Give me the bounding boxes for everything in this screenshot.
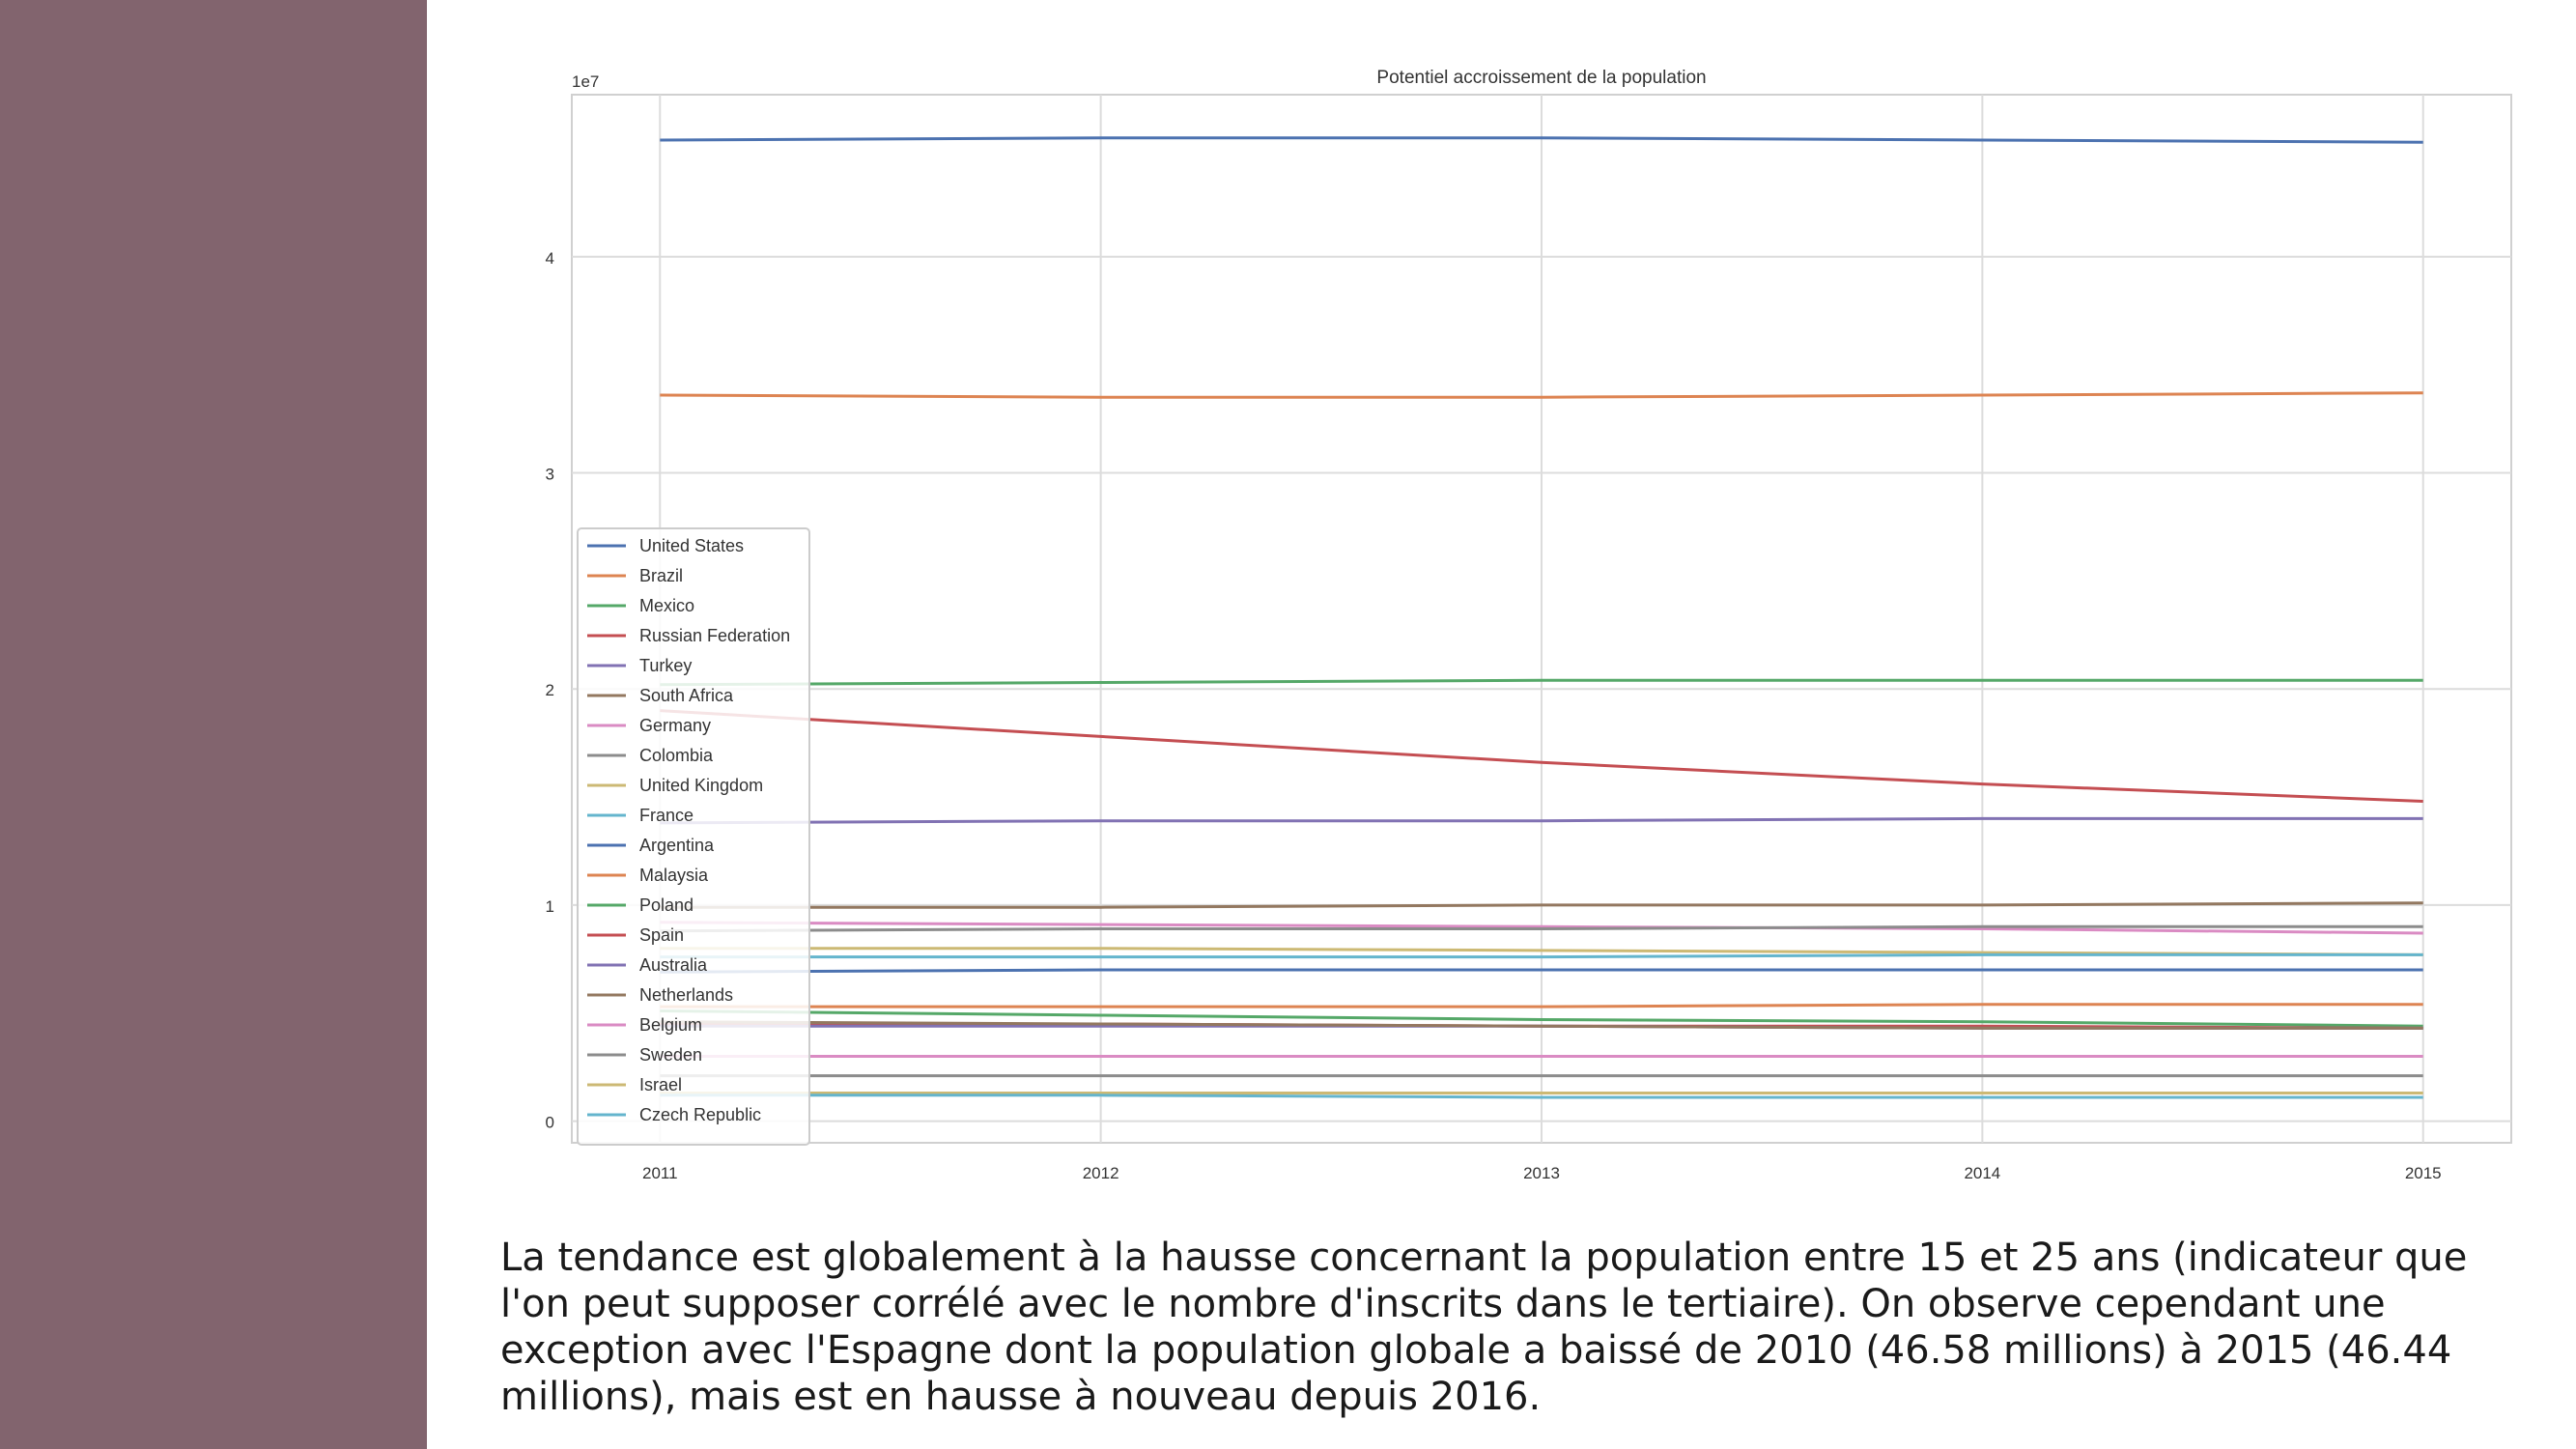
- legend-label: Australia: [639, 955, 708, 975]
- sidebar-panel: [0, 0, 427, 1449]
- legend-label: Netherlands: [639, 985, 733, 1005]
- series-line: [660, 816, 2423, 825]
- y-tick-label: 3: [546, 465, 554, 483]
- legend-label: Germany: [639, 716, 711, 735]
- legend-label: Czech Republic: [639, 1105, 761, 1124]
- series-line: [660, 952, 2423, 959]
- series-line: [660, 709, 2423, 803]
- y-scale-label: 1e7: [572, 72, 599, 91]
- series-line: [660, 921, 2423, 935]
- series-line: [660, 968, 2423, 974]
- series-line: [660, 1094, 2423, 1099]
- legend-label: United Kingdom: [639, 776, 763, 795]
- line-chart: 2011 2012 2013 2014 2015 0 1 2 3 4 1e7 Potentiel ac…: [546, 68, 2512, 1182]
- y-tick-label: 1: [546, 897, 554, 916]
- legend-label: Argentina: [639, 836, 715, 855]
- chart-title: Potentiel accroissement de la population: [1376, 68, 1706, 88]
- series-line: [660, 678, 2423, 687]
- legend-label: South Africa: [639, 686, 734, 705]
- legend-label: United States: [639, 536, 744, 555]
- chart-container: 2011 2012 2013 2014 2015 0 1 2 3 4 1e7 Potentiel ac…: [502, 53, 2540, 1198]
- y-tick-label: 0: [546, 1114, 554, 1132]
- legend-label: Spain: [639, 925, 684, 945]
- legend-label: Israel: [639, 1075, 682, 1094]
- series-line: [660, 947, 2423, 956]
- series-line: [660, 1009, 2423, 1028]
- series-line: [660, 1003, 2423, 1009]
- legend-label: Turkey: [639, 656, 692, 675]
- x-tick-label: 2015: [2405, 1164, 2442, 1182]
- legend-label: Russian Federation: [639, 626, 790, 645]
- legend-label: Malaysia: [639, 866, 709, 885]
- legend-label: France: [639, 806, 694, 825]
- x-tick-label: 2014: [1964, 1164, 2000, 1182]
- x-tick-label: 2011: [642, 1164, 678, 1182]
- slide-caption: La tendance est globalement à la hausse …: [500, 1236, 2468, 1419]
- legend-box: [577, 527, 810, 1146]
- legend-label: Sweden: [639, 1045, 702, 1065]
- series-line: [660, 924, 2423, 933]
- series-line: [660, 901, 2423, 909]
- legend-label: Brazil: [639, 566, 683, 585]
- y-tick-label: 4: [546, 249, 554, 268]
- x-tick-label: 2012: [1083, 1164, 1119, 1182]
- series-line: [660, 136, 2423, 144]
- series-line: [660, 1020, 2423, 1030]
- y-tick-label: 2: [546, 681, 554, 699]
- legend-label: Colombia: [639, 746, 714, 765]
- legend-label: Poland: [639, 895, 694, 915]
- x-tick-label: 2013: [1523, 1164, 1560, 1182]
- series-line: [660, 391, 2423, 399]
- legend-label: Belgium: [639, 1015, 702, 1035]
- legend-label: Mexico: [639, 596, 694, 615]
